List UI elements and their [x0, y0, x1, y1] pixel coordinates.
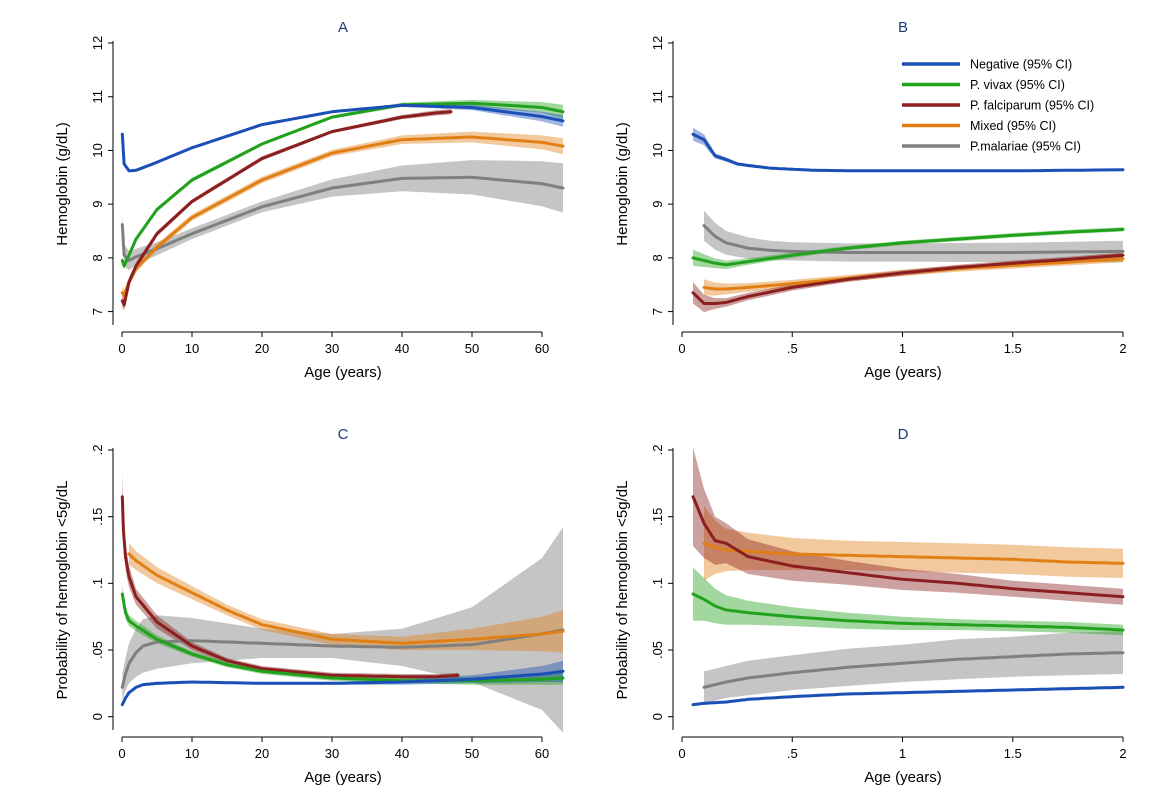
legend: Negative (95% CI) P. vivax (95% CI) P. fal…	[902, 58, 1094, 154]
y-tick-label: 7	[650, 308, 665, 315]
x-tick-label: 40	[395, 746, 409, 761]
y-tick-label: .05	[650, 641, 665, 659]
legend-label-p-falciparum: P. falciparum (95% CI)	[970, 99, 1094, 113]
y-axis-label: Probability of hemoglobin <5g/dL	[614, 481, 631, 700]
x-tick-label: 0	[678, 746, 685, 761]
x-tick-label: 1.5	[1004, 341, 1022, 356]
x-tick-label: 10	[185, 746, 199, 761]
series-line-mixed	[702, 541, 1125, 565]
x-tick-label: 50	[465, 341, 479, 356]
y-axis-label: Hemoglobin (g/dL)	[54, 122, 71, 245]
series-line-p-vivax	[691, 592, 1125, 632]
y-tick-label: .1	[90, 578, 105, 589]
x-tick-label: .5	[787, 341, 798, 356]
x-axis-label: Age (years)	[864, 769, 942, 786]
y-tick-label: 11	[650, 90, 665, 104]
series-line-p-falciparum	[120, 110, 453, 307]
x-tick-label: 20	[255, 746, 269, 761]
panel-title: C	[338, 426, 349, 443]
x-tick-label: 1	[899, 341, 906, 356]
panel-c: C 0 .05 .1 .15 .2 0 10 20 30 40 50 60 Age (years) Prob…	[54, 426, 565, 786]
series-line-negative	[691, 132, 1125, 173]
x-tick-label: 50	[465, 746, 479, 761]
series-line-p-malariae	[702, 651, 1125, 689]
x-tick-label: 2	[1119, 746, 1126, 761]
y-tick-label: .2	[90, 445, 105, 456]
x-tick-label: 0	[678, 341, 685, 356]
y-tick-label: 10	[90, 143, 105, 157]
x-axis-label: Age (years)	[304, 364, 382, 381]
x-tick-label: 1	[899, 746, 906, 761]
x-axis-label: Age (years)	[864, 364, 942, 381]
y-tick-label: .15	[90, 508, 105, 526]
y-tick-label: 11	[90, 90, 105, 104]
x-tick-label: 30	[325, 746, 339, 761]
y-tick-label: 9	[650, 201, 665, 208]
series-line-p-malariae	[702, 224, 1125, 254]
y-tick-label: 7	[90, 308, 105, 315]
series-line-p-malariae	[120, 628, 565, 689]
ci-band-negative	[122, 103, 564, 172]
y-tick-label: 9	[90, 201, 105, 208]
y-tick-label: .05	[90, 641, 105, 659]
x-tick-label: 20	[255, 341, 269, 356]
x-tick-label: 1.5	[1004, 746, 1022, 761]
series-line-negative	[120, 103, 565, 173]
y-tick-label: 0	[650, 713, 665, 720]
ci-band-mixed	[129, 543, 563, 653]
x-tick-label: 10	[185, 341, 199, 356]
ci-band-mixed	[122, 131, 564, 301]
series-line-mixed	[127, 552, 565, 645]
panel-a: A 7 8 9 10 11 12 0 10 20 30 40 50 60 Age (years) Hemogl…	[54, 19, 565, 381]
x-tick-label: 40	[395, 341, 409, 356]
x-tick-label: 2	[1119, 341, 1126, 356]
y-tick-label: .15	[650, 508, 665, 526]
ci-band-mixed	[704, 506, 1123, 581]
y-tick-label: 0	[90, 713, 105, 720]
x-axis-label: Age (years)	[304, 769, 382, 786]
series-line-negative	[691, 685, 1125, 707]
ci-band-p-malariae	[122, 527, 564, 733]
y-tick-label: 10	[650, 143, 665, 157]
legend-label-negative: Negative (95% CI)	[970, 58, 1072, 72]
y-tick-label: 8	[650, 254, 665, 261]
x-tick-label: 0	[118, 341, 125, 356]
y-tick-label: 12	[90, 36, 105, 50]
y-tick-label: 8	[90, 254, 105, 261]
series-line-p-vivax	[691, 227, 1125, 267]
panel-b: B 7 8 9 10 11 12 0 .5 1 1.5 2 Age (years) Hemoglobin …	[614, 19, 1127, 381]
ci-band-p-malariae	[122, 160, 564, 271]
panel-d: D 0 .05 .1 .15 .2 0 .5 1 1.5 2 Age (years) Probabili…	[614, 426, 1127, 786]
x-tick-label: 30	[325, 341, 339, 356]
x-tick-label: 0	[118, 746, 125, 761]
panel-title: B	[898, 19, 908, 36]
series-line-p-falciparum	[120, 495, 460, 679]
panel-title: D	[898, 426, 909, 443]
series-line-p-falciparum	[691, 253, 1125, 305]
series-line-p-vivax	[120, 101, 565, 268]
legend-label-p-vivax: P. vivax (95% CI)	[970, 78, 1065, 92]
y-tick-label: .2	[650, 445, 665, 456]
y-axis-label: Probability of hemoglobin <5g/dL	[54, 481, 71, 700]
ci-band-p-malariae	[704, 210, 1123, 263]
y-tick-label: .1	[650, 578, 665, 589]
x-tick-label: 60	[535, 341, 549, 356]
series-line-p-falciparum	[691, 495, 1125, 599]
legend-label-mixed: Mixed (95% CI)	[970, 119, 1056, 133]
panel-title: A	[338, 19, 348, 36]
ci-band-p-falciparum	[693, 447, 1123, 605]
x-tick-label: .5	[787, 746, 798, 761]
ci-band-p-malariae	[704, 631, 1123, 704]
series-line-negative	[120, 669, 565, 707]
y-axis-label: Hemoglobin (g/dL)	[614, 122, 631, 245]
x-tick-label: 60	[535, 746, 549, 761]
legend-label-p-malariae: P.malariae (95% CI)	[970, 140, 1081, 154]
y-tick-label: 12	[650, 36, 665, 50]
